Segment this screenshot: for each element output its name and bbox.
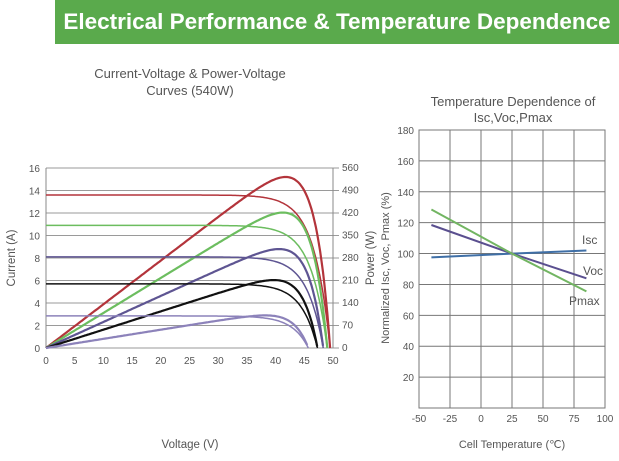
y-tick-label: 16 xyxy=(29,164,41,175)
x-axis-label: Cell Temperature (℃) xyxy=(459,439,565,451)
y-tick-label: 20 xyxy=(403,373,415,384)
curve-4-iv-line xyxy=(46,283,319,349)
chart-title: Curves (540W) xyxy=(146,83,233,98)
curve-2-iv-line xyxy=(46,224,329,349)
y2-tick-label: 490 xyxy=(342,186,359,197)
y-tick-label: 100 xyxy=(397,250,414,261)
curve-2-pv-line xyxy=(45,211,329,349)
x-tick-label: 75 xyxy=(568,414,580,425)
curve-5-iv-line xyxy=(46,315,309,349)
y-tick-label: 120 xyxy=(397,219,414,230)
x-tick-label: 20 xyxy=(155,356,167,367)
x-tick-label: 35 xyxy=(241,356,253,367)
pmax-line xyxy=(430,208,587,293)
y-tick-label: 80 xyxy=(403,280,415,291)
y-axis-label: Current (A) xyxy=(6,229,18,286)
curve-3-iv-line xyxy=(46,256,324,349)
curve-4-pv-line xyxy=(45,279,319,350)
y-tick-label: 4 xyxy=(34,299,40,310)
y2-tick-label: 70 xyxy=(342,321,354,332)
y2-tick-label: 140 xyxy=(342,298,359,309)
y2-tick-label: 280 xyxy=(342,253,359,264)
x-tick-label: 5 xyxy=(72,356,78,367)
y-tick-label: 8 xyxy=(34,254,40,265)
x-tick-label: 50 xyxy=(327,356,339,367)
y-tick-label: 140 xyxy=(397,188,414,199)
y-tick-label: 0 xyxy=(34,344,40,355)
y2-tick-label: 210 xyxy=(342,276,359,287)
y2-tick-label: 0 xyxy=(342,343,348,354)
y-tick-label: 6 xyxy=(34,277,40,288)
x-tick-label: 25 xyxy=(506,414,518,425)
x-tick-label: 15 xyxy=(127,356,139,367)
curve-1-pv-line xyxy=(45,175,332,349)
x-tick-label: 100 xyxy=(597,414,614,425)
isc-label: Isc xyxy=(582,233,597,247)
x-axis-label: Voltage (V) xyxy=(162,439,219,451)
y-tick-label: 14 xyxy=(29,187,41,198)
y2-tick-label: 420 xyxy=(342,208,359,219)
curve-1-iv-line xyxy=(46,194,331,349)
y-tick-label: 40 xyxy=(403,342,415,353)
x-tick-label: 40 xyxy=(270,356,282,367)
y2-tick-label: 350 xyxy=(342,231,359,242)
y-axis-label: Normalized Isc, Voc, Pmax (%) xyxy=(380,192,392,344)
banner-title: Electrical Performance & Temperature Dep… xyxy=(55,0,619,44)
x-tick-label: 10 xyxy=(98,356,110,367)
y2-tick-label: 560 xyxy=(342,163,359,174)
chart-title: Current-Voltage & Power-Voltage xyxy=(94,66,286,81)
y-tick-label: 60 xyxy=(403,311,415,322)
y-tick-label: 180 xyxy=(397,126,414,137)
curve-5-pv-line xyxy=(45,314,309,350)
y-tick-label: 2 xyxy=(34,322,40,333)
curve-3-pv-line xyxy=(45,248,325,349)
y-tick-label: 160 xyxy=(397,157,414,168)
chart-title: Isc,Voc,Pmax xyxy=(474,110,553,125)
y-tick-label: 12 xyxy=(29,209,41,220)
x-tick-label: -50 xyxy=(412,414,427,425)
x-tick-label: 50 xyxy=(537,414,549,425)
x-tick-label: -25 xyxy=(443,414,458,425)
chart-title: Temperature Dependence of xyxy=(431,94,596,109)
pmax-label: Pmax xyxy=(569,294,600,308)
y2-axis-label: Power (W) xyxy=(365,231,377,285)
y-tick-label: 10 xyxy=(29,232,41,243)
x-tick-label: 0 xyxy=(478,414,484,425)
x-tick-label: 45 xyxy=(299,356,311,367)
x-tick-label: 0 xyxy=(43,356,49,367)
x-tick-label: 25 xyxy=(184,356,196,367)
voc-label: Voc xyxy=(583,264,603,278)
x-tick-label: 30 xyxy=(213,356,225,367)
